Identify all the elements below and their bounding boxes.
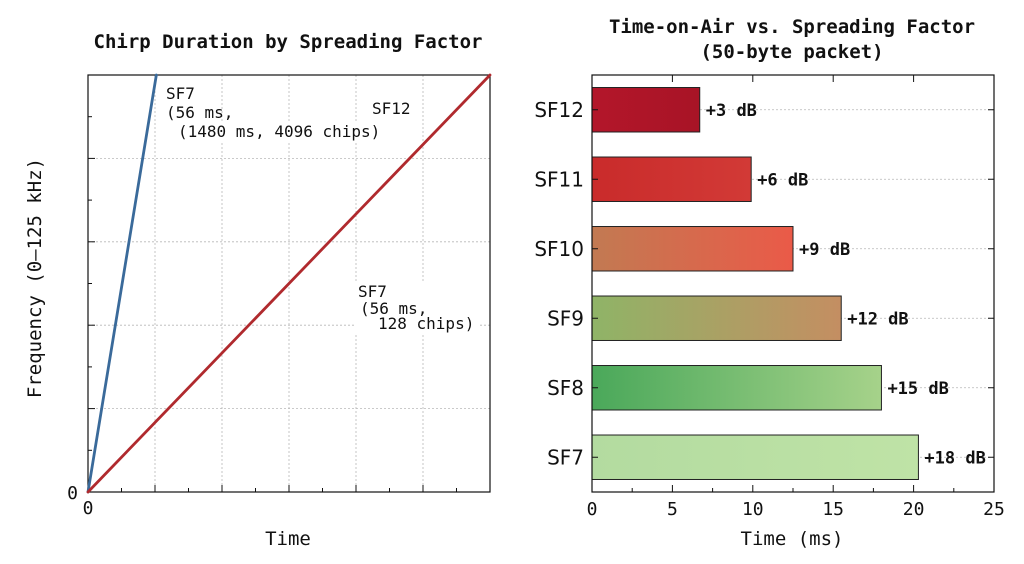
left-series	[86, 73, 492, 494]
bar-value-label-sf9: +12 dB	[847, 309, 908, 329]
series-line-sf12	[86, 73, 492, 494]
category-label-sf7: SF7	[547, 445, 584, 469]
right-chart-title-line1: Time-on-Air vs. Spreading Factor	[609, 16, 975, 38]
left-x-tick-0: 0	[83, 498, 94, 519]
anno-sf7-mid-detail: (56 ms,	[360, 299, 427, 318]
left-chart-title: Chirp Duration by Spreading Factor	[94, 31, 483, 53]
right-x-tick-label: 15	[822, 499, 844, 520]
right-ticks: SF12 SF11 SF10 SF9 SF8 SF7 0 5 10 15 20 25	[534, 75, 1005, 520]
left-x-axis-label: Time	[265, 528, 311, 550]
anno-sf12-detail: (1480 ms, 4096 chips)	[178, 122, 380, 141]
left-y-axis-label: Frequency (0–125 kHz)	[24, 158, 46, 398]
category-label-sf12: SF12	[534, 98, 584, 122]
bar-value-label-sf10: +9 dB	[799, 240, 850, 260]
anno-sf7-mid-chips: 128 chips)	[378, 314, 474, 333]
anno-sf7-mid-bg	[354, 283, 478, 333]
anno-sf7-top-label: SF7	[166, 84, 195, 103]
bar-sf10	[591, 226, 794, 272]
category-label-sf11: SF11	[534, 167, 584, 191]
anno-sf7-top-detail: (56 ms,	[166, 103, 233, 122]
bar-sf8	[591, 365, 882, 411]
bar-sf9	[591, 295, 842, 341]
bar-value-label-sf8: +15 dB	[887, 379, 948, 399]
right-x-tick-label: 10	[742, 499, 764, 520]
right-x-tick-label: 25	[983, 499, 1005, 520]
bar-sf11	[591, 156, 752, 202]
bar-value-label-sf11: +6 dB	[757, 170, 808, 190]
right-x-tick-label: 20	[903, 499, 925, 520]
right-bars: +3 dB +6 dB +9 dB +12 dB +15 dB +18 dB	[591, 87, 986, 480]
category-label-sf8: SF8	[547, 376, 584, 400]
bar-value-label-sf12: +3 dB	[706, 101, 757, 121]
category-label-sf10: SF10	[534, 237, 584, 261]
series-line-sf7	[86, 73, 158, 494]
anno-sf7-mid-label: SF7	[358, 282, 387, 301]
anno-sf12-detail-bg	[176, 122, 420, 142]
right-x-tick-label: 0	[587, 499, 598, 520]
right-x-axis-label: Time (ms)	[741, 528, 844, 550]
category-label-sf9: SF9	[547, 306, 584, 330]
bar-sf12	[591, 87, 701, 133]
right-plot-frame	[591, 74, 995, 493]
left-y-tick-0: 0	[67, 483, 78, 504]
left-ticks	[87, 74, 491, 493]
right-x-tick-label: 5	[667, 499, 678, 520]
anno-sf12-label: SF12	[372, 99, 411, 118]
bar-value-label-sf7: +18 dB	[924, 448, 985, 468]
right-chart-title-line2: (50-byte packet)	[700, 41, 883, 63]
bar-sf7	[591, 434, 919, 480]
